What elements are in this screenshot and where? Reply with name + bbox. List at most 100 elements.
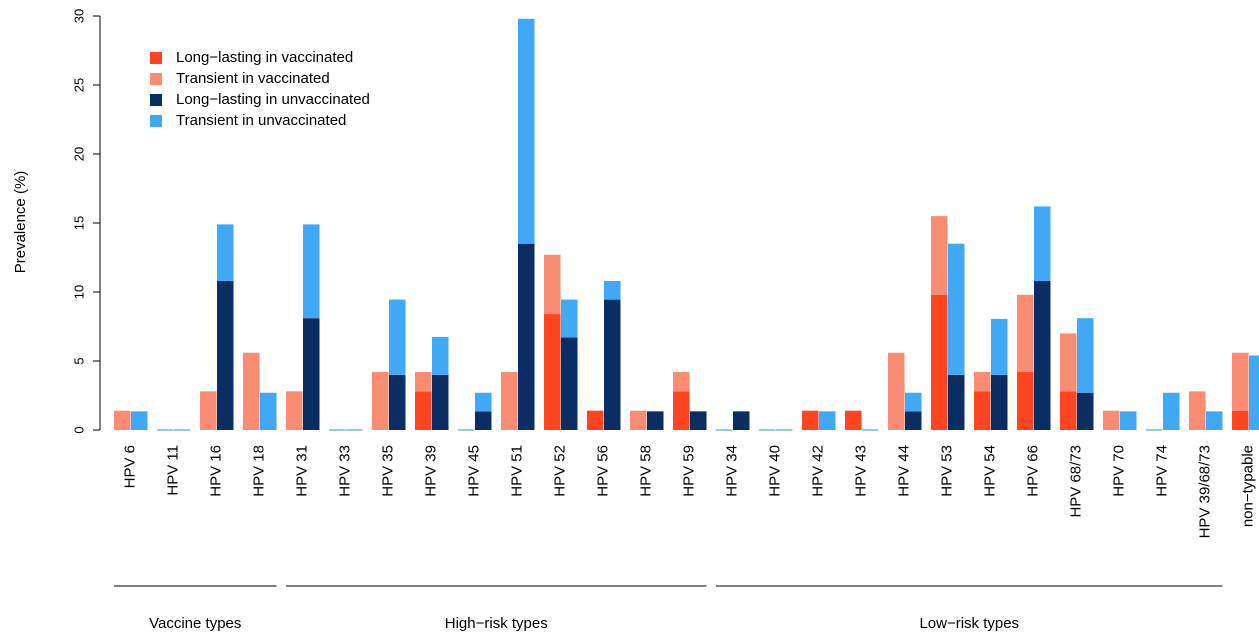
bar-segment-unvaccinated-long-lasting bbox=[647, 411, 664, 430]
bar-segment-vaccinated-long-lasting bbox=[673, 391, 690, 430]
category-label: HPV 66 bbox=[1025, 445, 1042, 497]
bar-segment-unvaccinated-long-lasting bbox=[1077, 392, 1094, 430]
bar-segment-unvaccinated-transient bbox=[991, 318, 1008, 375]
bar-segment-vaccinated-transient bbox=[1017, 294, 1034, 373]
category-label: HPV 33 bbox=[337, 445, 354, 497]
bar-pair bbox=[1146, 392, 1180, 431]
bar-pair bbox=[1103, 410, 1137, 430]
bar-pair bbox=[587, 280, 621, 430]
category-labels: HPV 6 HPV 11 HPV 16 HPV 18 HPV 31 HPV 33 HPV 3… bbox=[122, 445, 1257, 538]
bar-pair bbox=[673, 372, 707, 430]
category-label: HPV 16 bbox=[208, 445, 225, 497]
legend-swatch bbox=[150, 94, 162, 106]
category-label: HPV 59 bbox=[681, 445, 698, 497]
bar-pair bbox=[114, 410, 148, 430]
bar-segment-unvaccinated-long-lasting bbox=[733, 411, 750, 430]
bar-segment-vaccinated-transient bbox=[544, 254, 561, 315]
bar-segment-vaccinated-transient bbox=[501, 372, 518, 430]
bar-pair bbox=[415, 336, 449, 430]
bar-pair bbox=[845, 410, 879, 431]
bar-segment-vaccinated-long-lasting bbox=[974, 391, 991, 430]
bar-segment-vaccinated-transient bbox=[243, 352, 260, 430]
category-label: HPV 11 bbox=[165, 445, 182, 496]
bar-segment-unvaccinated-transient bbox=[475, 392, 492, 412]
bar-segment-unvaccinated-transient bbox=[303, 224, 320, 319]
bar-segment-vaccinated-transient bbox=[888, 352, 905, 430]
legend-label: Long−lasting in unvaccinated bbox=[176, 91, 370, 108]
bar-segment-unvaccinated-transient bbox=[518, 18, 535, 244]
legend-label: Transient in vaccinated bbox=[176, 70, 330, 87]
category-label: HPV 45 bbox=[466, 445, 483, 497]
bar-segment-vaccinated-transient bbox=[1060, 333, 1077, 392]
y-tick-label: 20 bbox=[71, 147, 86, 161]
bar-segment-unvaccinated-long-lasting bbox=[604, 299, 621, 430]
category-label: HPV 39 bbox=[423, 445, 440, 497]
category-label: HPV 34 bbox=[724, 445, 741, 497]
bar-segment-unvaccinated-long-lasting bbox=[303, 318, 320, 430]
bar-pair bbox=[200, 224, 234, 430]
bar-segment-vaccinated-transient bbox=[1103, 410, 1120, 430]
category-label: HPV 58 bbox=[638, 445, 655, 497]
legend-swatch bbox=[150, 115, 162, 127]
category-label: HPV 70 bbox=[1111, 445, 1128, 497]
bar-segment-unvaccinated-transient bbox=[1077, 318, 1094, 393]
bar-segment-vaccinated-long-lasting bbox=[1060, 391, 1077, 430]
category-label: HPV 52 bbox=[552, 445, 569, 497]
category-label: HPV 39/68/73 bbox=[1197, 445, 1214, 538]
category-label: HPV 56 bbox=[595, 445, 612, 497]
category-label: HPV 6 bbox=[122, 445, 139, 488]
bar-segment-vaccinated-transient bbox=[974, 372, 991, 392]
bar-segment-vaccinated-long-lasting bbox=[845, 410, 862, 430]
bar-segment-vaccinated-transient bbox=[415, 372, 432, 392]
y-tick-label: 15 bbox=[71, 216, 86, 230]
bar-segment-vaccinated-long-lasting bbox=[415, 391, 432, 430]
bar-segment-unvaccinated-transient bbox=[217, 224, 234, 281]
bar-pair bbox=[630, 410, 664, 430]
bar-segment-vaccinated-long-lasting bbox=[544, 314, 561, 430]
legend-swatch bbox=[150, 52, 162, 64]
bar-pair bbox=[888, 352, 922, 430]
y-tick-label: 25 bbox=[71, 78, 86, 92]
bar-segment-unvaccinated-transient bbox=[1034, 206, 1051, 281]
bar-pair bbox=[1189, 391, 1223, 430]
category-label: HPV 68/73 bbox=[1068, 445, 1085, 518]
y-tick-label: 5 bbox=[71, 357, 86, 364]
bar-segment-vaccinated-transient bbox=[1232, 352, 1249, 411]
bar-pair bbox=[458, 392, 492, 431]
bar-segment-unvaccinated-long-lasting bbox=[1034, 280, 1051, 430]
bar-pair bbox=[1060, 318, 1094, 430]
bar-pair bbox=[716, 411, 750, 431]
category-label: HPV 43 bbox=[853, 445, 870, 497]
legend: Long−lasting in vaccinated Transient in v… bbox=[150, 49, 370, 129]
bar-segment-unvaccinated-long-lasting bbox=[518, 243, 535, 430]
bar-segment-unvaccinated-long-lasting bbox=[905, 411, 922, 430]
bar-pair bbox=[501, 18, 535, 430]
category-label: non−typable bbox=[1240, 445, 1257, 527]
group-label: Low−risk types bbox=[919, 615, 1019, 632]
category-label: HPV 40 bbox=[767, 445, 784, 497]
bar-segment-unvaccinated-transient bbox=[604, 280, 621, 300]
bar-segment-vaccinated-long-lasting bbox=[1232, 410, 1249, 430]
bar-segment-unvaccinated-transient bbox=[948, 243, 965, 375]
bar-pair bbox=[243, 352, 277, 430]
y-axis-title: Prevalence (%) bbox=[12, 171, 29, 274]
category-label: HPV 74 bbox=[1154, 445, 1171, 497]
legend-label: Transient in unvaccinated bbox=[176, 112, 346, 129]
legend-swatch bbox=[150, 73, 162, 85]
bar-segment-unvaccinated-transient bbox=[260, 392, 277, 430]
category-label: HPV 51 bbox=[509, 445, 526, 497]
category-label: HPV 53 bbox=[939, 445, 956, 497]
bar-segment-vaccinated-transient bbox=[372, 372, 389, 430]
bar-segment-vaccinated-transient bbox=[286, 391, 303, 430]
group-brackets: Vaccine types High−risk types Low−risk typ… bbox=[114, 585, 1223, 632]
bar-segment-unvaccinated-transient bbox=[389, 299, 406, 375]
legend-label: Long−lasting in vaccinated bbox=[176, 49, 353, 66]
bar-segment-unvaccinated-transient bbox=[1120, 411, 1137, 430]
bar-segment-unvaccinated-long-lasting bbox=[991, 374, 1008, 430]
bar-segment-unvaccinated-transient bbox=[1163, 392, 1180, 430]
bar-segment-vaccinated-transient bbox=[630, 410, 647, 430]
bar-pair bbox=[931, 216, 965, 430]
category-label: HPV 18 bbox=[251, 445, 268, 497]
